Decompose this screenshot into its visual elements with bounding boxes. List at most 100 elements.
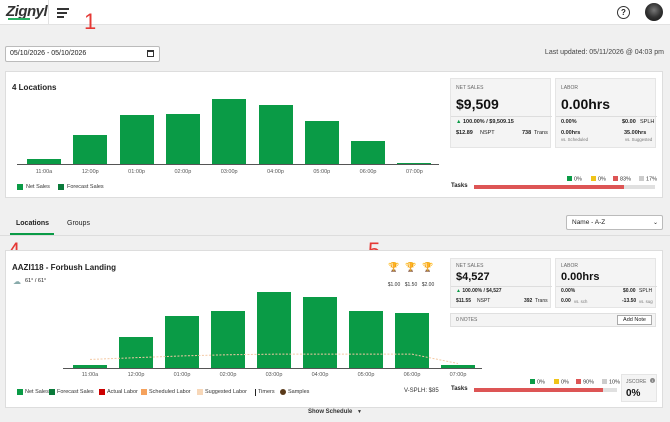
location-labor-kpi: LABOR 0.00hrs 0.00% $0.00 SPLH 0.00 vs. …	[555, 258, 657, 308]
tasks-label: Tasks	[451, 183, 468, 189]
notes-bar: 0 NOTES	[450, 313, 656, 327]
sched-label: vs. Scheduled	[561, 137, 588, 142]
kpi-label: NET SALES	[456, 263, 484, 269]
summary-tick-label: 03:00p	[220, 169, 238, 175]
legend-swatch	[141, 389, 147, 395]
kpi-label: NET SALES	[456, 85, 484, 91]
net-sales-kpi: NET SALES $9,509 ▲ 100.00% / $9,509.15 $…	[450, 78, 552, 148]
tab-locations[interactable]: Locations	[16, 220, 50, 227]
trophy-value: $2.00	[421, 282, 435, 288]
trophy-icon: 🏆	[388, 262, 400, 272]
tab-groups[interactable]: Groups	[67, 220, 90, 227]
show-schedule-button[interactable]: Show Schedule ▼	[0, 409, 670, 415]
location-trans-label: Trans	[535, 298, 548, 304]
summary-tick-label: 02:00p	[174, 169, 192, 175]
location-baseline	[63, 368, 482, 369]
avatar[interactable]	[645, 3, 663, 21]
trophy-2: 🏆 $1.50	[402, 262, 420, 291]
location-labor-value: 0.00hrs	[561, 271, 600, 283]
legend-square	[591, 176, 596, 181]
tasks-legend-item: 10%	[602, 379, 620, 386]
kpi-divider	[451, 286, 552, 287]
sugg-value: 35.00hrs	[624, 130, 647, 136]
location-net-sales-pct: ▲ 100.00% / $4,527	[456, 288, 502, 294]
tasks-legend-item: 0%	[567, 176, 582, 183]
location-splh-label: SPLH	[639, 288, 653, 294]
sched-value: 0.00hrs	[561, 130, 581, 136]
summary-title: 4 Locations	[12, 83, 57, 92]
jscore-label: JSCORE	[626, 379, 647, 385]
location-bar	[73, 364, 107, 368]
legend-net-sales: Net Sales	[26, 184, 50, 190]
location-sch-label: vs. sch	[574, 298, 588, 304]
location-title[interactable]: AAZI118 - Forbush Landing	[12, 263, 117, 272]
legend-square	[530, 379, 535, 384]
location-labor-pct: 0.00%	[561, 288, 576, 294]
hamburger-icon[interactable]	[57, 8, 69, 18]
labor-pct: 0.00%	[561, 119, 577, 125]
kpi-label: LABOR	[561, 263, 578, 269]
location-tasks-progress-fill	[474, 388, 603, 392]
legend-label: Actual Labor	[107, 389, 138, 395]
location-bar	[165, 316, 199, 368]
legend-square	[554, 379, 559, 384]
tasks-progress-fill	[474, 185, 625, 189]
summary-bar	[304, 121, 339, 164]
summary-tick-label: 05:00p	[313, 169, 331, 175]
legend-percent: 10%	[609, 379, 621, 386]
location-sch-value: 0.00	[561, 298, 571, 304]
summary-tick-label: 06:00p	[359, 169, 377, 175]
summary-bar	[258, 105, 293, 164]
summary-tick-label: 11:00a	[35, 169, 53, 175]
location-bar	[303, 296, 337, 368]
location-net-sales-value: $4,527	[456, 271, 490, 283]
date-range-input[interactable]: 05/10/2026 - 05/10/2026	[5, 46, 160, 62]
legend-square	[602, 379, 607, 384]
info-icon[interactable]: i	[650, 378, 655, 383]
location-sug-value: -13.50	[622, 298, 637, 304]
legend-label: Timers	[258, 389, 275, 395]
tasks-legend-item: 17%	[639, 176, 657, 183]
summary-bar	[351, 140, 386, 164]
location-nspt-value: $11.55	[456, 298, 472, 304]
calendar-icon[interactable]	[147, 50, 154, 57]
trophy-3: 🏆 $2.00	[419, 262, 437, 291]
location-tick-label: 12:00p	[127, 372, 145, 378]
legend-square	[639, 176, 644, 181]
summary-bar	[397, 162, 432, 164]
legend-forecast-sales: Forecast Sales	[67, 184, 104, 190]
summary-bar	[27, 159, 61, 164]
location-splh-value: $0.00	[623, 288, 636, 294]
legend-label: Net Sales	[25, 389, 49, 395]
sugg-label: vs. Suggested	[625, 137, 653, 142]
legend-swatch	[99, 389, 105, 395]
zignyl-logo[interactable]: Zignyl	[6, 3, 48, 20]
tasks-legend-item: 0%	[530, 379, 545, 386]
legend-square	[567, 176, 572, 181]
legend-percent: 83%	[620, 176, 632, 183]
sort-select[interactable]: Name - A-Z ⌄	[566, 215, 663, 230]
jscore-value: 0%	[626, 388, 641, 399]
header-divider	[48, 0, 49, 25]
trophy-icon: 🏆	[405, 262, 417, 272]
location-tasks-label: Tasks	[451, 386, 468, 392]
show-schedule-label: Show Schedule	[308, 409, 353, 415]
annotation-1: 1	[84, 9, 97, 34]
tasks-legend-item: 90%	[576, 379, 594, 386]
summary-tick-label: 12:00p	[81, 169, 99, 175]
active-tab-indicator	[10, 233, 54, 235]
legend-swatch	[49, 389, 55, 395]
weather-temp: 61° / 61°	[25, 278, 47, 284]
labor-kpi: LABOR 0.00hrs 0.00% $0.00 SPLH 0.00hrs v…	[555, 78, 657, 148]
splh-value: $0.00	[622, 119, 636, 125]
jscore-box: JSCORE i 0%	[621, 374, 657, 402]
add-note-button[interactable]: Add Note	[617, 315, 652, 325]
chevron-down-icon: ⌄	[652, 220, 658, 226]
legend-percent: 90%	[583, 379, 595, 386]
help-circle-icon[interactable]: ?	[617, 6, 630, 19]
tabs-divider	[0, 235, 670, 236]
summary-baseline	[17, 164, 439, 165]
location-tick-label: 05:00p	[357, 372, 375, 378]
legend-swatch	[255, 389, 256, 396]
legend-percent: 17%	[646, 176, 658, 183]
